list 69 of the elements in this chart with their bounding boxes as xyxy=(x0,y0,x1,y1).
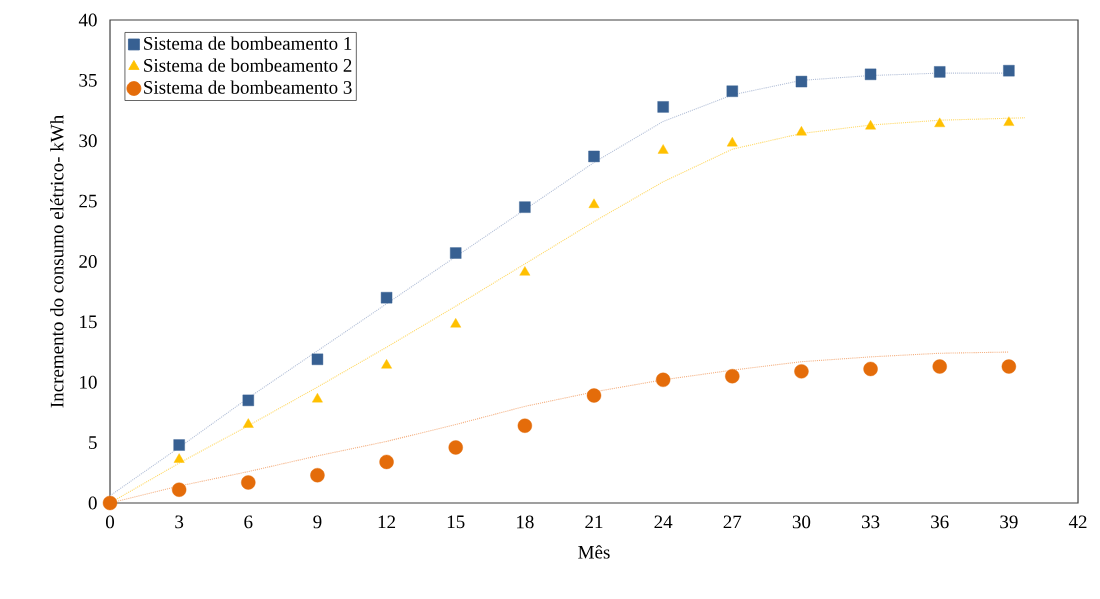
point xyxy=(450,247,462,259)
point xyxy=(725,369,740,384)
y-tick-label: 0 xyxy=(88,496,97,510)
point xyxy=(173,453,185,463)
y-tick-label: 40 xyxy=(78,13,97,27)
x-tick-label: 39 xyxy=(1000,515,1018,529)
legend-label: Sistema de bombeamento 2 xyxy=(144,58,352,72)
point xyxy=(448,440,463,455)
x-tick-label: 27 xyxy=(723,515,742,529)
point xyxy=(657,101,669,113)
y-tick-label: 20 xyxy=(79,255,97,268)
point xyxy=(381,359,392,369)
x-tick-label: 18 xyxy=(517,515,534,529)
point xyxy=(380,292,393,304)
point xyxy=(588,198,600,208)
point xyxy=(934,66,946,78)
x-tick-label: 33 xyxy=(861,515,880,529)
y-tick-label: 15 xyxy=(80,315,97,329)
legend-label: Sistema de bombeamento 3 xyxy=(144,80,352,94)
point xyxy=(864,68,877,80)
point xyxy=(242,418,254,428)
x-tick-label: 9 xyxy=(313,515,322,529)
point xyxy=(1001,359,1017,374)
point xyxy=(312,392,323,403)
x-tick-label: 3 xyxy=(175,515,184,529)
x-tick-label: 30 xyxy=(792,515,811,529)
y-tick-label: 35 xyxy=(79,73,97,87)
point xyxy=(310,468,325,483)
x-tick-label: 36 xyxy=(931,515,949,529)
point xyxy=(934,117,946,128)
point xyxy=(657,144,669,154)
point xyxy=(726,85,738,97)
point xyxy=(796,126,807,136)
point xyxy=(865,120,876,130)
x-tick-label: 42 xyxy=(1068,515,1087,529)
x-tick-label: 0 xyxy=(105,515,115,529)
point xyxy=(1003,116,1015,126)
point xyxy=(241,475,256,490)
y-axis-title: Incremento do consumo elétrico- kWh xyxy=(50,115,64,408)
point xyxy=(586,388,602,403)
point xyxy=(519,266,531,276)
y-tick-label: 25 xyxy=(79,194,97,208)
y-tick-label: 5 xyxy=(89,436,97,449)
y-tick-label: 10 xyxy=(80,375,97,389)
point xyxy=(379,454,394,470)
x-tick-label: 21 xyxy=(585,515,603,529)
point xyxy=(655,372,671,387)
point xyxy=(588,150,600,163)
point xyxy=(1003,65,1015,77)
point xyxy=(726,136,738,147)
point xyxy=(795,75,808,88)
x-tick-label: 24 xyxy=(654,515,673,529)
point xyxy=(932,359,947,374)
point xyxy=(242,394,254,407)
x-axis-title: Mês xyxy=(578,545,610,559)
point xyxy=(450,318,462,328)
y-tick-label: 30 xyxy=(79,134,97,148)
x-tick-label: 15 xyxy=(447,515,465,529)
point xyxy=(517,418,533,433)
point xyxy=(863,361,878,377)
x-tick-label: 6 xyxy=(244,515,253,529)
point xyxy=(102,495,118,511)
point xyxy=(173,439,185,451)
point xyxy=(794,364,809,379)
x-tick-label: 12 xyxy=(378,515,396,529)
point xyxy=(171,482,187,497)
legend-label: Sistema de bombeamento 1 xyxy=(144,36,352,50)
point xyxy=(311,353,324,365)
point xyxy=(519,201,531,213)
